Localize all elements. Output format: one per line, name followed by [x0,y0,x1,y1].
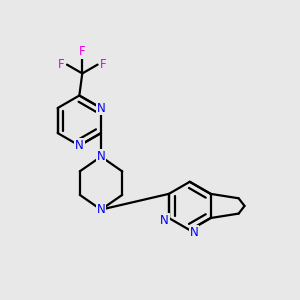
Text: N: N [97,203,105,216]
Text: N: N [97,150,105,163]
Text: F: F [79,45,86,58]
Text: N: N [97,101,105,115]
Text: N: N [160,214,169,227]
Text: N: N [75,139,84,152]
Text: N: N [190,226,199,239]
Text: F: F [58,58,64,71]
Text: F: F [100,58,107,71]
